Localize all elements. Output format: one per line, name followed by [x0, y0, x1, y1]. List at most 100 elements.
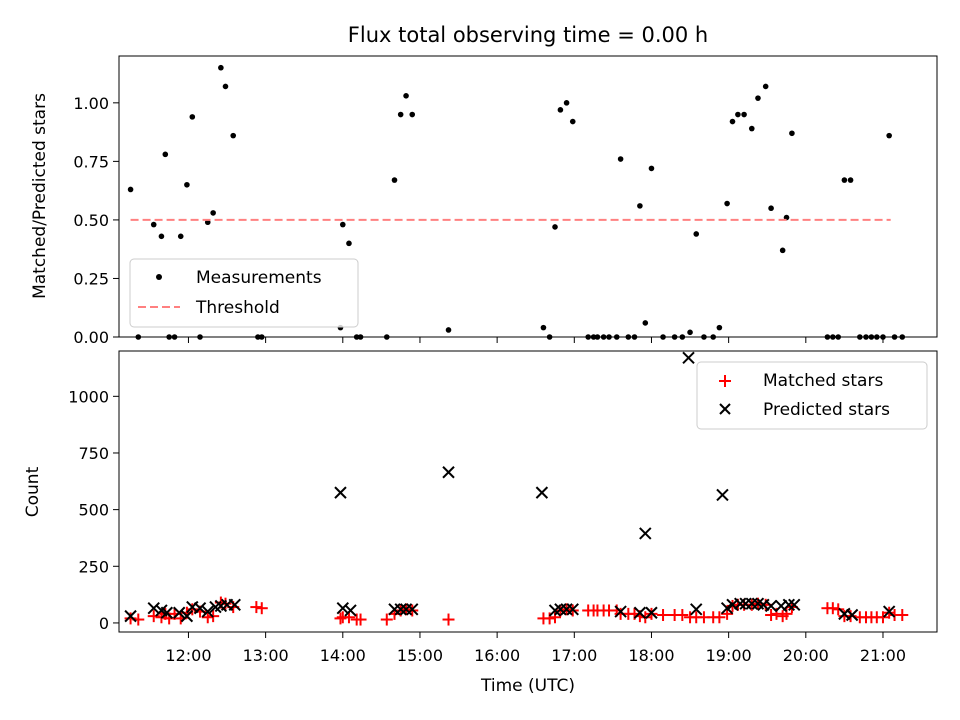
chart0-series-0-point-19 — [339, 221, 346, 228]
chart1-x-tick-label-6: 17:00 — [551, 646, 597, 665]
bottom-axes-frame — [118, 350, 938, 633]
chart1-x-tick-label-8: 19:00 — [706, 646, 752, 665]
chart0-series-0-point-8 — [184, 181, 190, 188]
chart1-series-1-point-30 — [682, 351, 695, 365]
chart0-series-0-point-58 — [741, 111, 747, 118]
chart0-series-0-point-33 — [563, 100, 570, 106]
chart1-series-0-point-9 — [186, 603, 199, 616]
chart1-x-tick-label-4: 15:00 — [397, 646, 443, 665]
chart1-series-0-point-54 — [713, 611, 726, 624]
bottom-legend: Matched stars Predicted stars — [696, 361, 928, 430]
chart1-x-tick-label-1: 12:00 — [165, 646, 211, 665]
chart1-series-1-point-12 — [228, 598, 241, 612]
chart1-series-1-point-8 — [201, 605, 214, 618]
legend-measurements-label: Measurements — [196, 268, 322, 288]
chart0-series-0-point-26 — [403, 93, 409, 99]
chart0-y-tick-label-0: 0.00 — [73, 328, 109, 347]
chart1-y-tick-label-3: 750 — [78, 444, 109, 463]
chart1-series-0-point-2 — [147, 610, 160, 623]
chart0-series-0-point-61 — [762, 83, 769, 90]
top-y-axis-label: Matched/Predicted stars — [30, 93, 50, 299]
top-axes-frame — [118, 55, 938, 338]
chart0-series-0-point-41 — [617, 156, 624, 162]
chart1-series-1-point-15 — [344, 604, 357, 617]
chart1-series-1-point-45 — [845, 608, 859, 622]
chart1-series-1-point-5 — [180, 609, 194, 623]
chart0-series-0-point-24 — [391, 177, 398, 183]
chart1-series-1-point-7 — [193, 601, 207, 615]
chart1-series-1-point-46 — [882, 605, 896, 618]
chart1-series-1-point-27 — [633, 606, 647, 619]
top-legend-box — [129, 258, 359, 328]
chart0-series-0-point-63 — [779, 247, 786, 254]
chart1-series-0-point-65 — [780, 607, 793, 620]
chart1-series-1-point-21 — [535, 486, 549, 499]
chart0-series-0-point-31 — [552, 224, 558, 230]
chart1-series-1-point-43 — [788, 598, 801, 612]
chart1-x-tick-label-2: 13:00 — [243, 646, 289, 665]
chart1-series-1-point-0 — [124, 609, 137, 623]
chart1-series-1-point-31 — [690, 603, 703, 616]
chart1-series-1-point-20 — [442, 466, 455, 479]
chart1-y-tick-label-0: 0 — [99, 614, 109, 633]
top-legend: Measurements Threshold — [129, 258, 359, 328]
legend-matched-marker — [719, 375, 731, 387]
chart0-y-tick-label-4: 1.00 — [73, 94, 109, 113]
chart0-series-0-point-60 — [755, 95, 761, 101]
bottom-plot-area — [124, 351, 909, 626]
chart0-series-0-point-13 — [218, 64, 224, 71]
chart0-series-0-point-69 — [841, 177, 848, 183]
chart1-series-1-point-35 — [734, 597, 747, 610]
chart1-x-tick-label-3: 14:00 — [320, 646, 366, 665]
top-plot-area — [127, 64, 906, 340]
chart0-series-0-point-27 — [409, 111, 416, 118]
legend-threshold-label: Threshold — [195, 298, 280, 318]
chart1-series-0-point-76 — [876, 611, 889, 624]
chart1-series-0-point-22 — [354, 613, 367, 626]
legend-predicted-label: Predicted stars — [763, 400, 890, 420]
chart0-series-0-point-14 — [222, 83, 229, 90]
chart1-series-0-point-79 — [896, 609, 909, 622]
chart1-series-1-point-3 — [160, 606, 174, 619]
chart0-series-0-point-51 — [693, 231, 700, 237]
chart0-series-0-point-4 — [162, 151, 169, 158]
chart0-series-0-point-20 — [346, 240, 352, 247]
chart1-series-1-point-33 — [720, 601, 734, 615]
chart1-series-0-point-31 — [549, 611, 562, 624]
chart0-series-0-point-45 — [642, 320, 649, 326]
chart0-series-0-point-70 — [847, 177, 854, 183]
chart0-series-0-point-3 — [158, 233, 165, 240]
chart1-series-0-point-28 — [442, 613, 455, 626]
chart1-series-1-point-13 — [334, 486, 347, 499]
chart1-series-1-point-32 — [716, 488, 729, 502]
legend-measurements-marker — [156, 274, 162, 280]
chart1-series-1-point-19 — [406, 603, 419, 616]
chart1-series-0-point-30 — [543, 612, 556, 625]
chart1-series-0-point-17 — [255, 602, 268, 615]
chart0-series-0-point-50 — [687, 329, 693, 336]
chart1-series-1-point-14 — [336, 601, 349, 615]
chart0-series-0-point-54 — [716, 324, 723, 331]
chart1-series-1-point-25 — [566, 603, 579, 616]
chart0-series-0-point-62 — [768, 205, 774, 212]
chart1-x-tick-label-5: 16:00 — [474, 646, 520, 665]
chart0-series-0-point-57 — [735, 111, 741, 118]
chart0-series-0-point-32 — [557, 107, 564, 113]
chart1-series-1-point-1 — [147, 601, 160, 615]
chart0-series-0-point-55 — [724, 200, 730, 207]
chart1-y-tick-label-1: 250 — [78, 557, 109, 576]
chart1-series-0-point-0 — [124, 612, 137, 625]
chart0-series-0-point-76 — [886, 132, 892, 139]
chart0-y-tick-label-1: 0.25 — [73, 269, 109, 288]
chart1-series-1-point-28 — [639, 527, 652, 540]
chart1-series-0-point-69 — [832, 603, 845, 616]
chart1-series-0-point-49 — [676, 609, 689, 622]
chart1-series-1-point-42 — [782, 598, 796, 612]
chart0-series-0-point-0 — [127, 186, 134, 193]
chart1-x-tick-label-10: 21:00 — [860, 646, 906, 665]
chart0-series-0-point-2 — [150, 221, 157, 228]
chart1-x-tick-label-9: 20:00 — [783, 646, 829, 665]
chart1-series-0-point-18 — [334, 612, 347, 625]
